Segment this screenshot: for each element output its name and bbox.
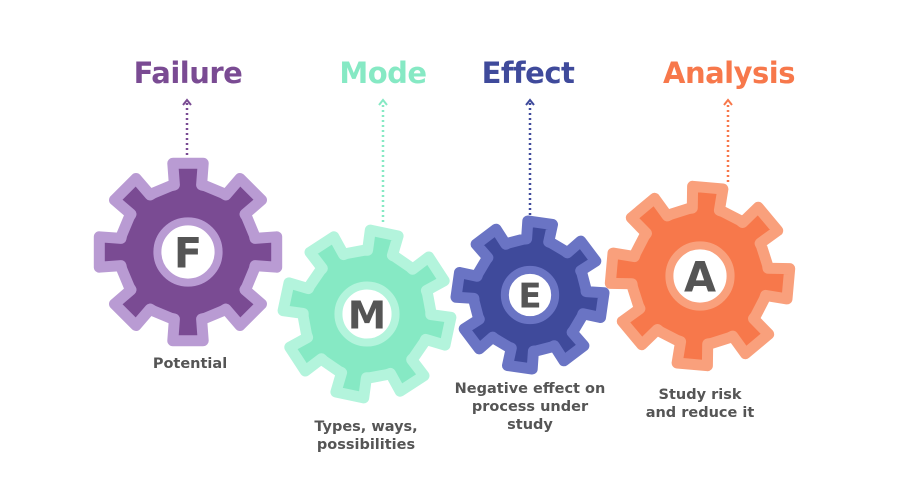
description-line: Negative effect on	[454, 381, 606, 397]
gear-hub	[334, 281, 400, 347]
arrow-head-icon	[182, 98, 192, 106]
description-line: possibilities	[316, 437, 416, 453]
title-mode: Mode	[339, 56, 427, 90]
description-line: process under	[471, 399, 589, 415]
title-failure: Failure	[133, 56, 243, 90]
description-line: study	[507, 417, 553, 433]
description-line: Potential	[152, 356, 228, 372]
gear-hub	[665, 241, 735, 311]
gear-failure: F	[93, 98, 283, 347]
gear-letter: E	[518, 277, 541, 317]
gear-letter: M	[348, 293, 386, 338]
gear-hub	[500, 265, 560, 325]
title-effect: Effect	[481, 56, 575, 90]
gear-mode: M	[277, 98, 457, 404]
arrow-head-icon	[723, 98, 733, 106]
arrow-head-icon	[525, 98, 535, 106]
description-mode: Types, ways, possibilities	[314, 418, 417, 454]
description-effect: Negative effect on process under study	[455, 380, 606, 434]
arrow-head-icon	[378, 98, 388, 106]
gear-letter: F	[174, 229, 202, 277]
gear-effect: E	[450, 98, 610, 375]
description-line: Study risk	[658, 387, 742, 403]
description-analysis: Study risk and reduce it	[646, 386, 755, 422]
description-failure: Potential	[153, 355, 227, 373]
gear-hub	[153, 217, 223, 287]
title-analysis: Analysis	[663, 56, 795, 90]
description-line: Types, ways,	[314, 419, 418, 435]
gear-analysis: A	[604, 98, 796, 372]
gear-letter: A	[684, 253, 716, 301]
description-line: and reduce it	[645, 405, 755, 421]
